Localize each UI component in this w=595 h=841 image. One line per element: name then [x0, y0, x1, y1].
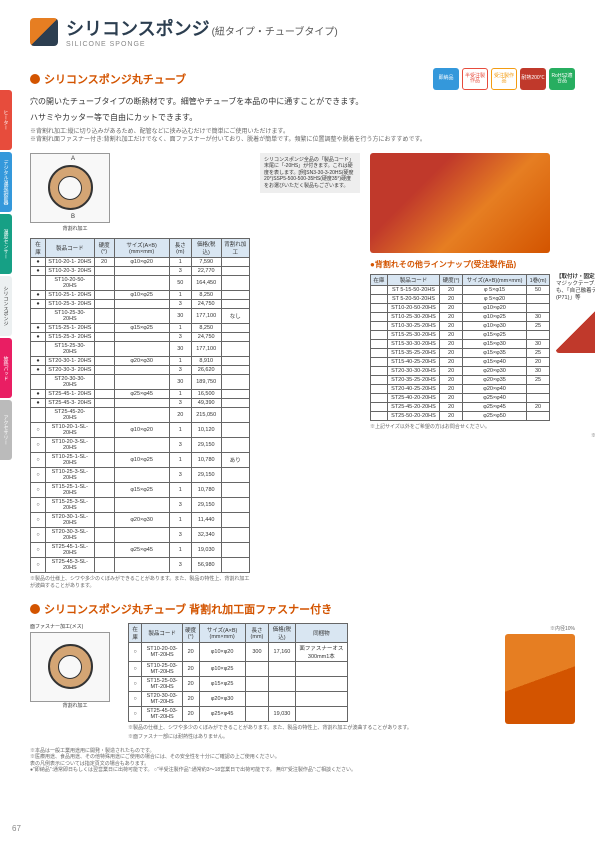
title-sub: (紐タイプ・チューブタイプ) [212, 27, 338, 38]
table-bottom-note: ※製品の仕様上、シワや多少のくぼみができることがあります。また、製品の特性上、背… [30, 575, 250, 589]
badge-semi: 半受注製作品 [462, 68, 488, 90]
badge-rohs: RoHS2適合品 [549, 68, 575, 90]
lineup-title: ●背割れその他ラインナップ(受注製作品) [370, 259, 595, 270]
badge-heat: 耐熱200℃ [520, 68, 546, 90]
info-box: シリコンスポンジ全品の「製品コード」末尾に「-20HS」が付きます。これは硬度を… [260, 153, 360, 194]
section2-note1: ※製品の仕様上、シワや多少のくぼみができることがあります。また、製品の特性上、背… [128, 724, 412, 731]
section1-title-row: シリコンスポンジ丸チューブ 即納品 半受注製作品 受注製作品 耐熱200℃ Ro… [30, 68, 575, 90]
badge-stock: 即納品 [433, 68, 459, 90]
tube-shape-icon [48, 165, 93, 210]
fastener-table: 在庫製品コード硬度(°)サイズ(A×B)(mm×mm)長さ(mm)価格(税込)同… [128, 623, 348, 722]
badge-order: 受注製作品 [491, 68, 517, 90]
lineup-side-note: ※上記サイズ以外をご希望の方はお問合せください。 [370, 423, 595, 430]
fastener-diagram [30, 632, 110, 702]
bottom-notes: ※本品は一般工業用途用に開発・製造されたものです。 ※医療用途、食品用途、その他… [30, 748, 575, 774]
fastener-label2: 背割れ加工 [30, 702, 120, 709]
lineup-table: 在庫製品コード硬度(°)サイズ(A×B)(mm×mm)1巻(m)ST 5-15-… [370, 274, 550, 421]
section2-title-row: シリコンスポンジ丸チューブ 背割れ加工面ファスナー付き [30, 601, 575, 617]
product-photo [370, 153, 550, 253]
diagram-container: A B 背割れ加工 [30, 153, 120, 232]
logo-icon [30, 18, 58, 46]
fastener-diagram-container: 面ファスナー加工(メス) 背割れ加工 [30, 623, 120, 742]
diagram-label: 背割れ加工 [30, 225, 120, 232]
note-line1: ※背割れ加工:縦に切り込みがあるため、配管などに挟み込むだけで簡単にご使用いただ… [30, 128, 575, 136]
method-text: マジックテープ以外にも、「自己融着テープ(P71)」等 [556, 281, 595, 302]
badge-row: 即納品 半受注製作品 受注製作品 耐熱200℃ RoHS2適合品 [433, 68, 575, 90]
main-product-table: 在庫製品コード硬度(°)サイズ(A×B)(mm×mm)長さ(m)価格(税込)背割… [30, 238, 250, 573]
title-english: SILICONE SPONGE [66, 41, 338, 48]
bottom-note-3: ●"即納品":通常即日もしくは翌営業日に出荷可能です。 ○"半受注製作品":通常… [30, 767, 575, 774]
desc-line2: ハサミやカッター等で自由にカットできます。 [30, 112, 575, 124]
sponge-photo [505, 634, 575, 724]
desc-line1: 穴の開いたチューブタイプの断熱材です。細管やチューブを本品の中に通すことができま… [30, 96, 575, 108]
title-main: シリコンスポンジ [66, 19, 210, 39]
bullet-icon [30, 74, 40, 84]
section2-footer-note: ※内径10% [420, 625, 575, 632]
tube-shape-icon [48, 644, 93, 689]
section1-title: シリコンスポンジ丸チューブ [44, 71, 186, 87]
section2-note2: ※面ファスナー部には耐熱性はありません。 [128, 733, 412, 740]
section2-title: シリコンスポンジ丸チューブ 背割れ加工面ファスナー付き [44, 601, 332, 617]
fastener-label1: 面ファスナー加工(メス) [30, 623, 120, 630]
page-header: シリコンスポンジ (紐タイプ・チューブタイプ) SILICONE SPONGE [30, 15, 575, 48]
tape-photo [556, 308, 595, 353]
tube-diagram: A B [30, 153, 110, 223]
note-line2: ※背割れ面ファスナー付き:背割れ加工だけでなく、面ファスナーが付いており、脱着が… [30, 136, 575, 144]
bullet-icon [30, 604, 40, 614]
section1-footer-note: ※内径10% [370, 432, 595, 439]
method-title: 【取付け・固定方法】 [556, 274, 595, 281]
page-number: 67 [12, 824, 21, 833]
